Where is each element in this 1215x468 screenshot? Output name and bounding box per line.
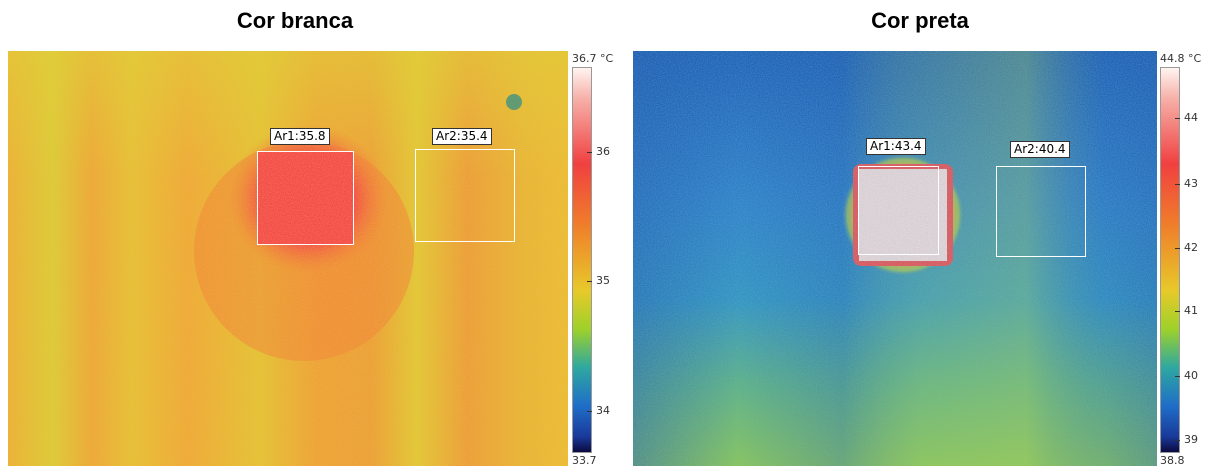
scale-min: 33.7 [572, 454, 597, 467]
area-ar1-label: Ar1:43.4 [866, 138, 926, 155]
scale-tick: 42 [1184, 241, 1198, 254]
scale-max: 36.7 °C [572, 52, 614, 65]
scale-tick: 34 [596, 404, 610, 417]
temperature-scale-black: 44.8 °C 44 43 42 41 40 39 38.8 [1158, 51, 1215, 468]
area-ar1-label: Ar1:35.8 [270, 128, 330, 145]
area-ar1-box [858, 166, 939, 255]
scale-min: 38.8 [1160, 454, 1185, 467]
title-white-color: Cor branca [236, 8, 354, 33]
scale-tick: 44 [1184, 111, 1198, 124]
title-black-color: Cor preta [871, 8, 969, 33]
thermal-image-black: Ar1:43.4 Ar2:40.4 [633, 51, 1157, 466]
area-ar1-box [257, 151, 354, 245]
area-ar2-box [996, 166, 1086, 257]
scale-tick: 39 [1184, 433, 1198, 446]
scale-tick: 41 [1184, 304, 1198, 317]
area-ar2-label: Ar2:35.4 [432, 128, 492, 145]
scale-tick: 43 [1184, 177, 1198, 190]
scale-tick: 36 [596, 145, 610, 158]
color-bar [572, 67, 592, 453]
area-ar2-box [415, 149, 515, 242]
scale-tick: 35 [596, 274, 610, 287]
thermal-image-white: Ar1:35.8 Ar2:35.4 [8, 51, 568, 466]
color-bar [1160, 67, 1180, 453]
scale-max: 44.8 °C [1160, 52, 1202, 65]
area-ar2-label: Ar2:40.4 [1010, 141, 1070, 158]
scale-tick: 40 [1184, 369, 1198, 382]
temperature-scale-white: 36.7 °C 36 35 34 33.7 [570, 51, 630, 468]
